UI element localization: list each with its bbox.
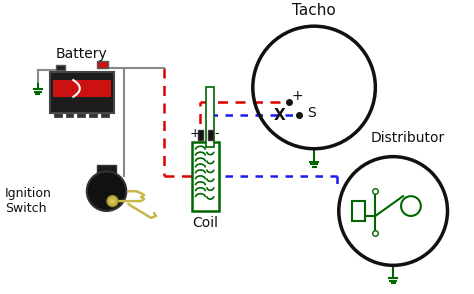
Text: +: + <box>189 127 200 141</box>
Bar <box>55 65 64 70</box>
Bar <box>89 113 97 117</box>
Bar <box>77 113 85 117</box>
Bar <box>54 113 62 117</box>
Text: Battery: Battery <box>56 47 108 61</box>
Text: Ignition
Switch: Ignition Switch <box>5 187 52 215</box>
Bar <box>97 165 117 176</box>
Text: Distributor: Distributor <box>371 131 445 145</box>
Text: Coil: Coil <box>192 216 219 230</box>
Bar <box>53 80 111 97</box>
Text: Tacho: Tacho <box>292 3 336 18</box>
Bar <box>97 61 108 68</box>
Circle shape <box>87 171 126 211</box>
Bar <box>50 72 114 113</box>
Circle shape <box>110 199 114 203</box>
Circle shape <box>401 196 421 216</box>
Text: X: X <box>273 108 285 123</box>
Bar <box>206 87 214 147</box>
Bar <box>352 201 365 221</box>
Bar <box>191 142 219 211</box>
Bar <box>101 113 109 117</box>
Text: -: - <box>214 127 219 141</box>
Bar <box>208 130 213 140</box>
Text: S: S <box>307 106 316 120</box>
Bar <box>65 113 73 117</box>
Bar <box>198 130 203 140</box>
Text: +: + <box>292 89 303 103</box>
Circle shape <box>107 196 118 207</box>
